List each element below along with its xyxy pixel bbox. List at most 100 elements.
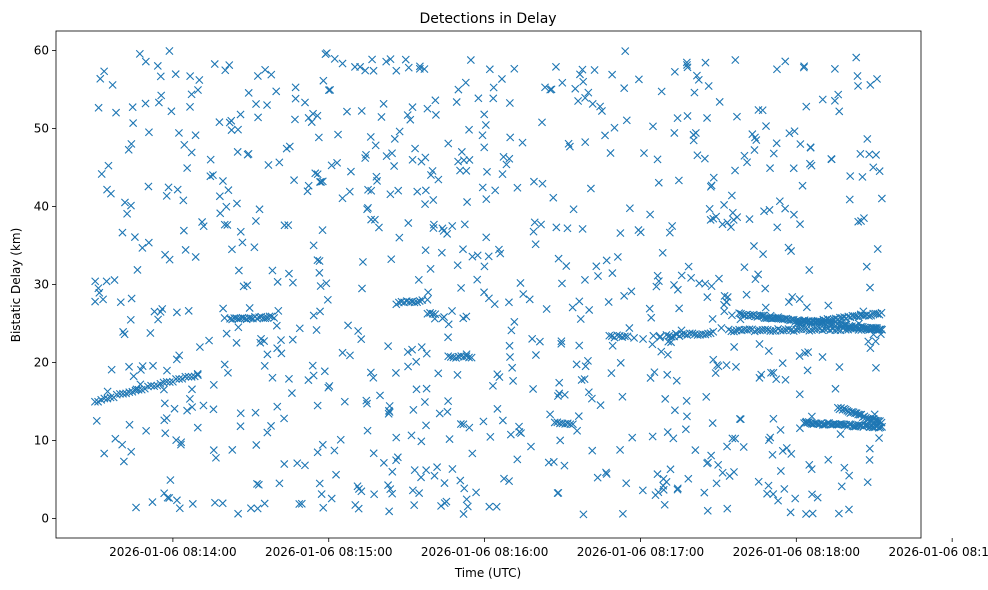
- track-detection-point: [426, 308, 435, 317]
- detection-point: [387, 255, 396, 264]
- detection-point: [187, 148, 196, 157]
- detection-point: [227, 116, 236, 125]
- track-detection-point: [620, 332, 629, 341]
- track-detection-point: [873, 325, 882, 334]
- detection-point: [465, 155, 474, 164]
- detection-point: [551, 62, 560, 71]
- track-detection-point: [872, 416, 881, 425]
- detection-point: [129, 119, 138, 128]
- detection-point: [755, 340, 764, 348]
- detection-point: [250, 243, 259, 252]
- detection-point: [251, 217, 260, 225]
- track-detection-point: [784, 325, 793, 334]
- detection-point: [386, 55, 395, 64]
- detection-point: [176, 440, 185, 449]
- detection-point: [443, 229, 452, 238]
- detection-point: [264, 161, 273, 169]
- detection-point: [646, 210, 655, 219]
- detection-point: [707, 282, 716, 291]
- detection-point: [586, 184, 595, 193]
- detection-point: [531, 351, 540, 360]
- detection-point: [104, 161, 113, 170]
- detection-point: [648, 340, 657, 349]
- detection-point: [858, 172, 867, 181]
- detection-point: [384, 406, 393, 415]
- detection-point: [153, 61, 162, 70]
- detection-point: [769, 149, 778, 158]
- detection-point: [516, 278, 525, 287]
- detection-point: [374, 223, 383, 232]
- detection-point: [630, 333, 639, 342]
- detection-point: [234, 323, 243, 332]
- detection-point: [552, 223, 561, 232]
- detection-point: [263, 101, 272, 110]
- detection-point: [646, 373, 655, 382]
- detection-point: [311, 169, 320, 178]
- track-detection-point: [605, 331, 614, 340]
- detection-point: [129, 372, 138, 381]
- track-detection-point: [165, 378, 174, 387]
- detection-point: [608, 341, 617, 350]
- detection-point: [604, 298, 613, 307]
- detection-point: [510, 317, 519, 326]
- detection-point: [581, 138, 590, 147]
- detection-point: [187, 385, 196, 394]
- detection-point: [221, 66, 230, 75]
- track-detection-point: [745, 325, 754, 334]
- detection-point: [854, 81, 863, 90]
- detection-point: [593, 473, 602, 482]
- detection-point: [404, 219, 413, 228]
- detection-point: [844, 505, 853, 514]
- detection-point: [479, 417, 488, 426]
- detection-point: [484, 252, 493, 261]
- detection-point: [722, 361, 731, 370]
- detection-point: [304, 181, 313, 190]
- detection-point: [228, 445, 237, 454]
- detection-point: [234, 266, 243, 275]
- detection-point: [491, 186, 500, 195]
- detection-point: [502, 160, 511, 169]
- detection-point: [663, 428, 672, 437]
- detection-point: [413, 187, 422, 196]
- detection-point: [873, 74, 882, 83]
- detection-point: [562, 262, 571, 271]
- detection-point: [706, 215, 715, 224]
- track-detection-point: [143, 382, 152, 391]
- detection-point: [426, 264, 435, 273]
- detection-point: [579, 510, 588, 519]
- detection-point: [871, 337, 880, 346]
- detection-point: [284, 221, 293, 230]
- detection-point: [141, 99, 150, 108]
- detection-point: [172, 355, 181, 364]
- detection-point: [376, 391, 385, 400]
- detection-point: [156, 307, 165, 316]
- detection-point: [453, 261, 462, 270]
- detection-point: [840, 463, 849, 472]
- detection-point: [489, 83, 498, 92]
- detection-point: [675, 304, 684, 313]
- detection-point: [668, 222, 677, 230]
- detection-point: [246, 504, 255, 513]
- detection-point: [208, 171, 217, 180]
- detection-point: [616, 358, 625, 367]
- detection-point: [781, 204, 790, 213]
- detection-point: [813, 493, 822, 502]
- detection-point: [162, 366, 171, 375]
- detection-point: [215, 118, 224, 127]
- detection-point: [116, 298, 125, 307]
- detection-point: [191, 252, 200, 261]
- detection-point: [135, 49, 144, 58]
- detection-point: [790, 127, 799, 136]
- track-detection-point: [568, 420, 577, 429]
- detection-point: [390, 162, 399, 171]
- detection-point: [670, 280, 679, 289]
- detection-point: [673, 285, 682, 294]
- detection-point: [297, 499, 306, 508]
- detection-point: [577, 375, 586, 384]
- detection-point: [718, 468, 727, 477]
- detection-point: [616, 229, 625, 238]
- detection-point: [304, 113, 313, 122]
- detection-point: [232, 338, 241, 347]
- detection-point: [465, 423, 474, 432]
- detection-point: [553, 392, 562, 401]
